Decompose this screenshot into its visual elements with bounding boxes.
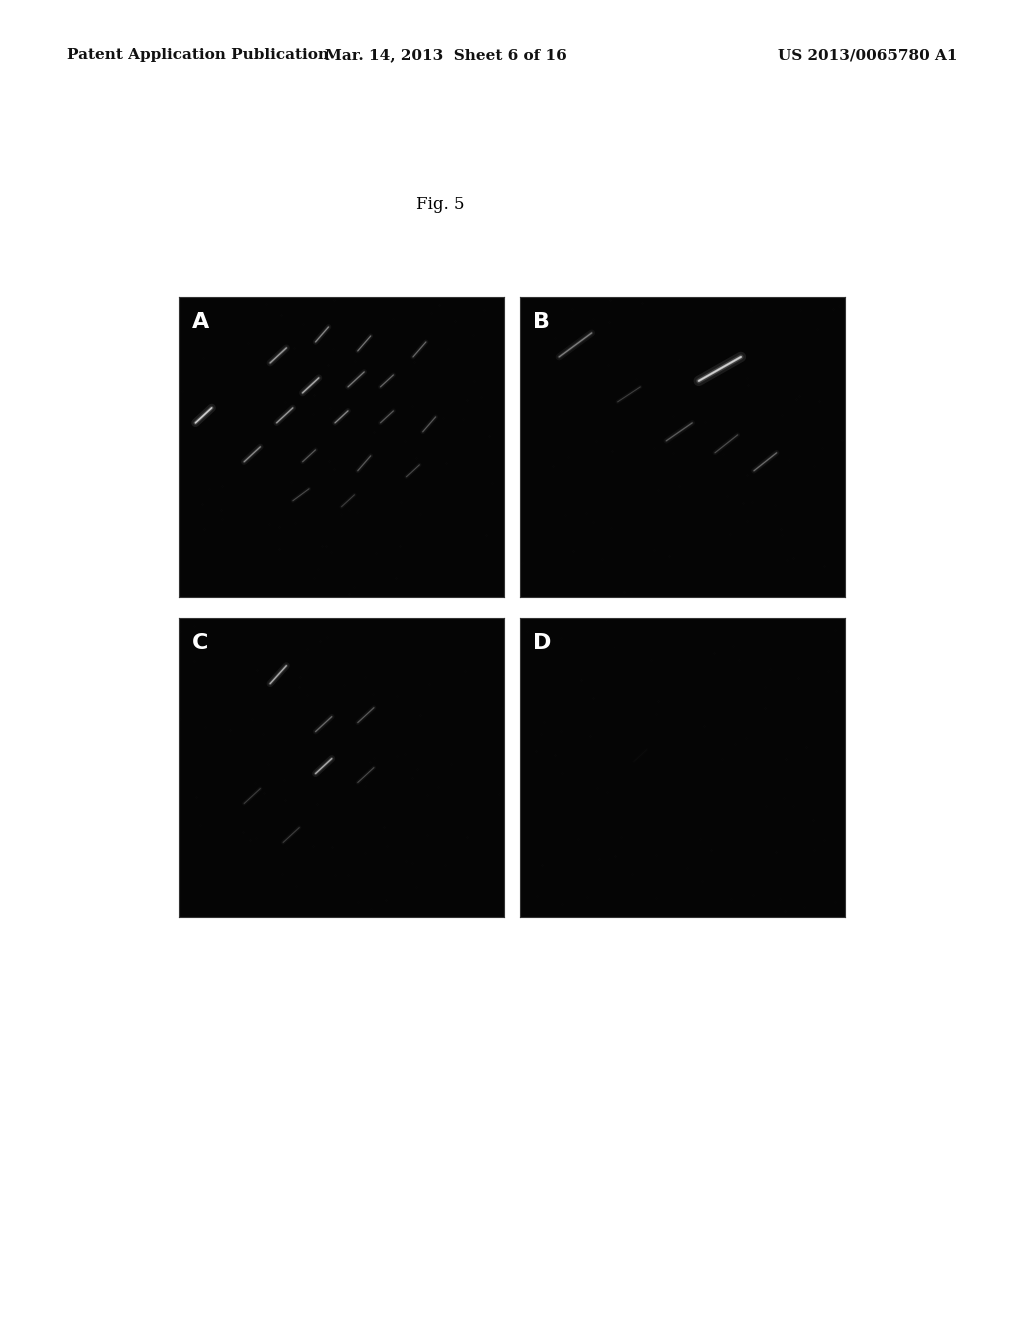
Text: A: A [193,312,210,333]
Text: C: C [193,632,209,653]
Text: Fig. 5: Fig. 5 [416,197,465,213]
Text: Mar. 14, 2013  Sheet 6 of 16: Mar. 14, 2013 Sheet 6 of 16 [325,49,566,62]
Text: Patent Application Publication: Patent Application Publication [67,49,329,62]
Text: B: B [534,312,550,333]
Text: US 2013/0065780 A1: US 2013/0065780 A1 [778,49,957,62]
Text: D: D [534,632,552,653]
